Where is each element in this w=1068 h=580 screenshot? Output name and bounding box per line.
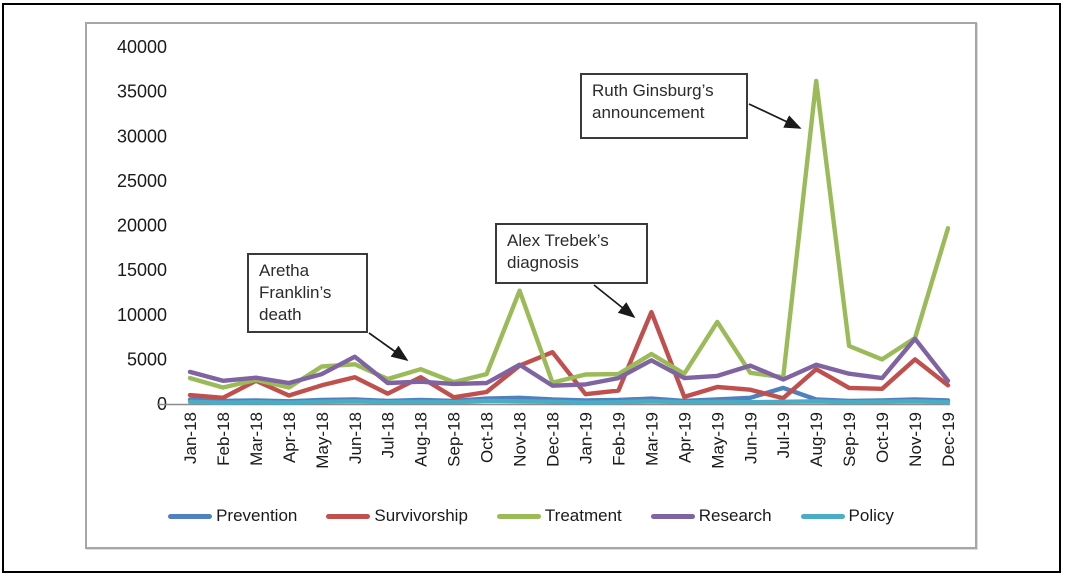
x-axis-tick-label: May-18 xyxy=(313,412,332,469)
annotation-alex-trebek: Alex Trebek’s diagnosis xyxy=(495,223,648,284)
x-axis-tick-label: Mar-19 xyxy=(642,412,661,466)
series-line-policy xyxy=(187,398,951,405)
y-axis-tick-label: 25000 xyxy=(117,171,167,191)
x-axis-tick-label: Feb-18 xyxy=(214,412,233,466)
y-axis-tick-label: 5000 xyxy=(127,349,167,369)
chart-legend: Prevention Survivorship Treatment Research P… xyxy=(85,506,977,526)
x-axis-tick-label: Apr-19 xyxy=(675,412,694,463)
x-axis-tick-label: Apr-18 xyxy=(280,412,299,463)
x-axis-tick-label: Oct-18 xyxy=(478,412,497,463)
y-axis-tick-label: 40000 xyxy=(117,37,167,57)
x-axis-tick-label: Jul-18 xyxy=(379,412,398,458)
axes-layer: 4000035000300002500020000150001000050000… xyxy=(117,37,958,469)
x-axis-tick-label: Jun-18 xyxy=(346,412,365,464)
x-axis-tick-label: Nov-19 xyxy=(906,412,925,467)
legend-swatch-treatment xyxy=(496,513,541,519)
x-axis-tick-label: Feb-19 xyxy=(609,412,628,466)
x-axis-tick-label: Sep-18 xyxy=(445,412,464,467)
y-axis-tick-label: 10000 xyxy=(117,305,167,325)
annotation-arrow-ruth-ginsburg xyxy=(748,103,802,129)
annotation-arrows xyxy=(368,103,802,361)
y-axis-tick-label: 35000 xyxy=(117,82,167,102)
annotation-ruth-ginsburg: Ruth Ginsburg’s announcement xyxy=(580,73,748,139)
y-axis-tick-label: 15000 xyxy=(117,260,167,280)
chart-panel xyxy=(85,22,977,549)
legend-item-survivorship: Survivorship xyxy=(326,506,468,526)
series-line-treatment xyxy=(187,78,951,390)
x-axis-tick-label: Dec-19 xyxy=(939,412,958,467)
x-axis-tick-label: Mar-18 xyxy=(247,412,266,466)
legend-item-prevention: Prevention xyxy=(168,506,297,526)
legend-swatch-prevention xyxy=(168,513,213,519)
legend-item-research: Research xyxy=(650,506,772,526)
legend-swatch-research xyxy=(650,513,695,519)
annotation-arrow-alex-trebek xyxy=(593,284,636,319)
legend-label: Research xyxy=(698,506,772,525)
y-axis-tick-label: 20000 xyxy=(117,216,167,236)
legend-swatch-policy xyxy=(800,513,845,519)
legend-label: Prevention xyxy=(216,506,298,525)
legend-label: Survivorship xyxy=(374,506,468,525)
legend-swatch-survivorship xyxy=(326,513,371,519)
x-axis-tick-label: May-19 xyxy=(708,412,727,469)
y-axis-tick-label: 30000 xyxy=(117,126,167,146)
x-axis-tick-label: Jul-19 xyxy=(774,412,793,458)
x-axis-tick-label: Nov-18 xyxy=(511,412,530,467)
legend-label: Policy xyxy=(848,506,894,525)
legend-item-policy: Policy xyxy=(800,506,894,526)
x-axis-tick-label: Jan-18 xyxy=(181,412,200,464)
annotation-arrow-aretha-franklin xyxy=(368,332,409,361)
series-line-research xyxy=(187,336,951,388)
x-axis-tick-label: Jun-19 xyxy=(741,412,760,464)
x-axis-tick-label: Aug-18 xyxy=(412,412,431,467)
legend-item-treatment: Treatment xyxy=(496,506,622,526)
annotation-aretha-franklin: Aretha Franklin’s death xyxy=(247,253,368,333)
series-line-survivorship xyxy=(187,309,951,401)
x-axis-tick-label: Jan-19 xyxy=(576,412,595,464)
legend-label: Treatment xyxy=(544,506,622,525)
x-axis-tick-label: Aug-19 xyxy=(807,412,826,467)
x-axis-tick-label: Sep-19 xyxy=(840,412,859,467)
x-axis-tick-label: Oct-19 xyxy=(873,412,892,463)
series-layer xyxy=(187,78,951,405)
x-axis-tick-label: Dec-18 xyxy=(544,412,563,467)
